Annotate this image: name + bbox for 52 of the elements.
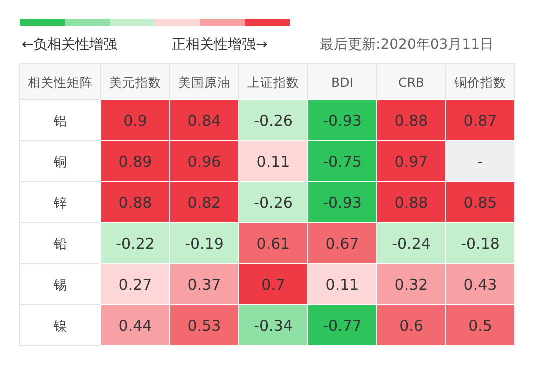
data-label: 0.9 — [124, 112, 148, 130]
data-label: 0.44 — [118, 317, 152, 335]
data-label: 0.89 — [118, 153, 152, 171]
data-label: 0.43 — [464, 276, 498, 294]
data-label: 0.5 — [468, 317, 492, 335]
data-label: 0.37 — [188, 276, 222, 294]
x-tick-label: BDI — [332, 75, 354, 90]
data-label: 0.96 — [188, 153, 222, 171]
x-tick-label: 美国原油 — [178, 75, 230, 90]
y-tick-label: 镍 — [53, 320, 67, 334]
data-label: -0.26 — [254, 112, 293, 130]
data-label: 0.82 — [188, 194, 222, 212]
data-label: 0.7 — [262, 276, 286, 294]
y-tick-label: 铜 — [53, 156, 67, 170]
data-label: 0.84 — [188, 112, 222, 130]
data-label: -0.75 — [323, 153, 362, 171]
x-tick-label: 上证指数 — [248, 75, 300, 90]
y-tick-label: 锡 — [53, 278, 67, 294]
data-label: -0.34 — [254, 317, 293, 335]
data-label: 0.11 — [326, 276, 360, 294]
data-label: -0.77 — [323, 317, 362, 335]
data-label: -0.19 — [185, 235, 224, 253]
x-tick-label: 铜价指数 — [454, 75, 506, 90]
data-label: 0.6 — [400, 317, 424, 335]
data-label: -0.18 — [461, 235, 500, 253]
y-tick-label: 锌 — [53, 196, 67, 212]
x-tick-label: 美元指数 — [110, 75, 162, 90]
data-label: 0.27 — [118, 276, 152, 294]
data-label: 0.87 — [464, 112, 498, 130]
text: - — [478, 153, 484, 171]
data-label: 0.88 — [394, 112, 428, 130]
data-label: 0.67 — [326, 235, 360, 253]
text: 最后更新:2020年03月11日 — [320, 37, 494, 53]
text: 相关性矩阵 — [28, 75, 93, 90]
y-tick-label: 铅 — [53, 238, 67, 252]
x-tick-label: CRB — [398, 75, 424, 90]
data-label: 0.97 — [394, 153, 428, 171]
text: ←负相关性增强 — [22, 37, 118, 53]
data-label: 0.53 — [188, 317, 222, 335]
data-label: -0.26 — [254, 194, 293, 212]
data-label: 0.32 — [394, 276, 428, 294]
data-label: 0.61 — [256, 235, 290, 253]
data-label: -0.93 — [323, 112, 362, 130]
data-label: -0.24 — [392, 235, 431, 253]
data-label: 0.88 — [118, 194, 152, 212]
y-tick-label: 铝 — [53, 114, 67, 130]
data-label: 0.85 — [464, 194, 498, 212]
text: 正相关性增强→ — [172, 37, 268, 53]
data-label: 0.11 — [256, 153, 290, 171]
data-label: -0.93 — [323, 194, 362, 212]
data-label: -0.22 — [116, 235, 155, 253]
data-label: 0.88 — [394, 194, 428, 212]
